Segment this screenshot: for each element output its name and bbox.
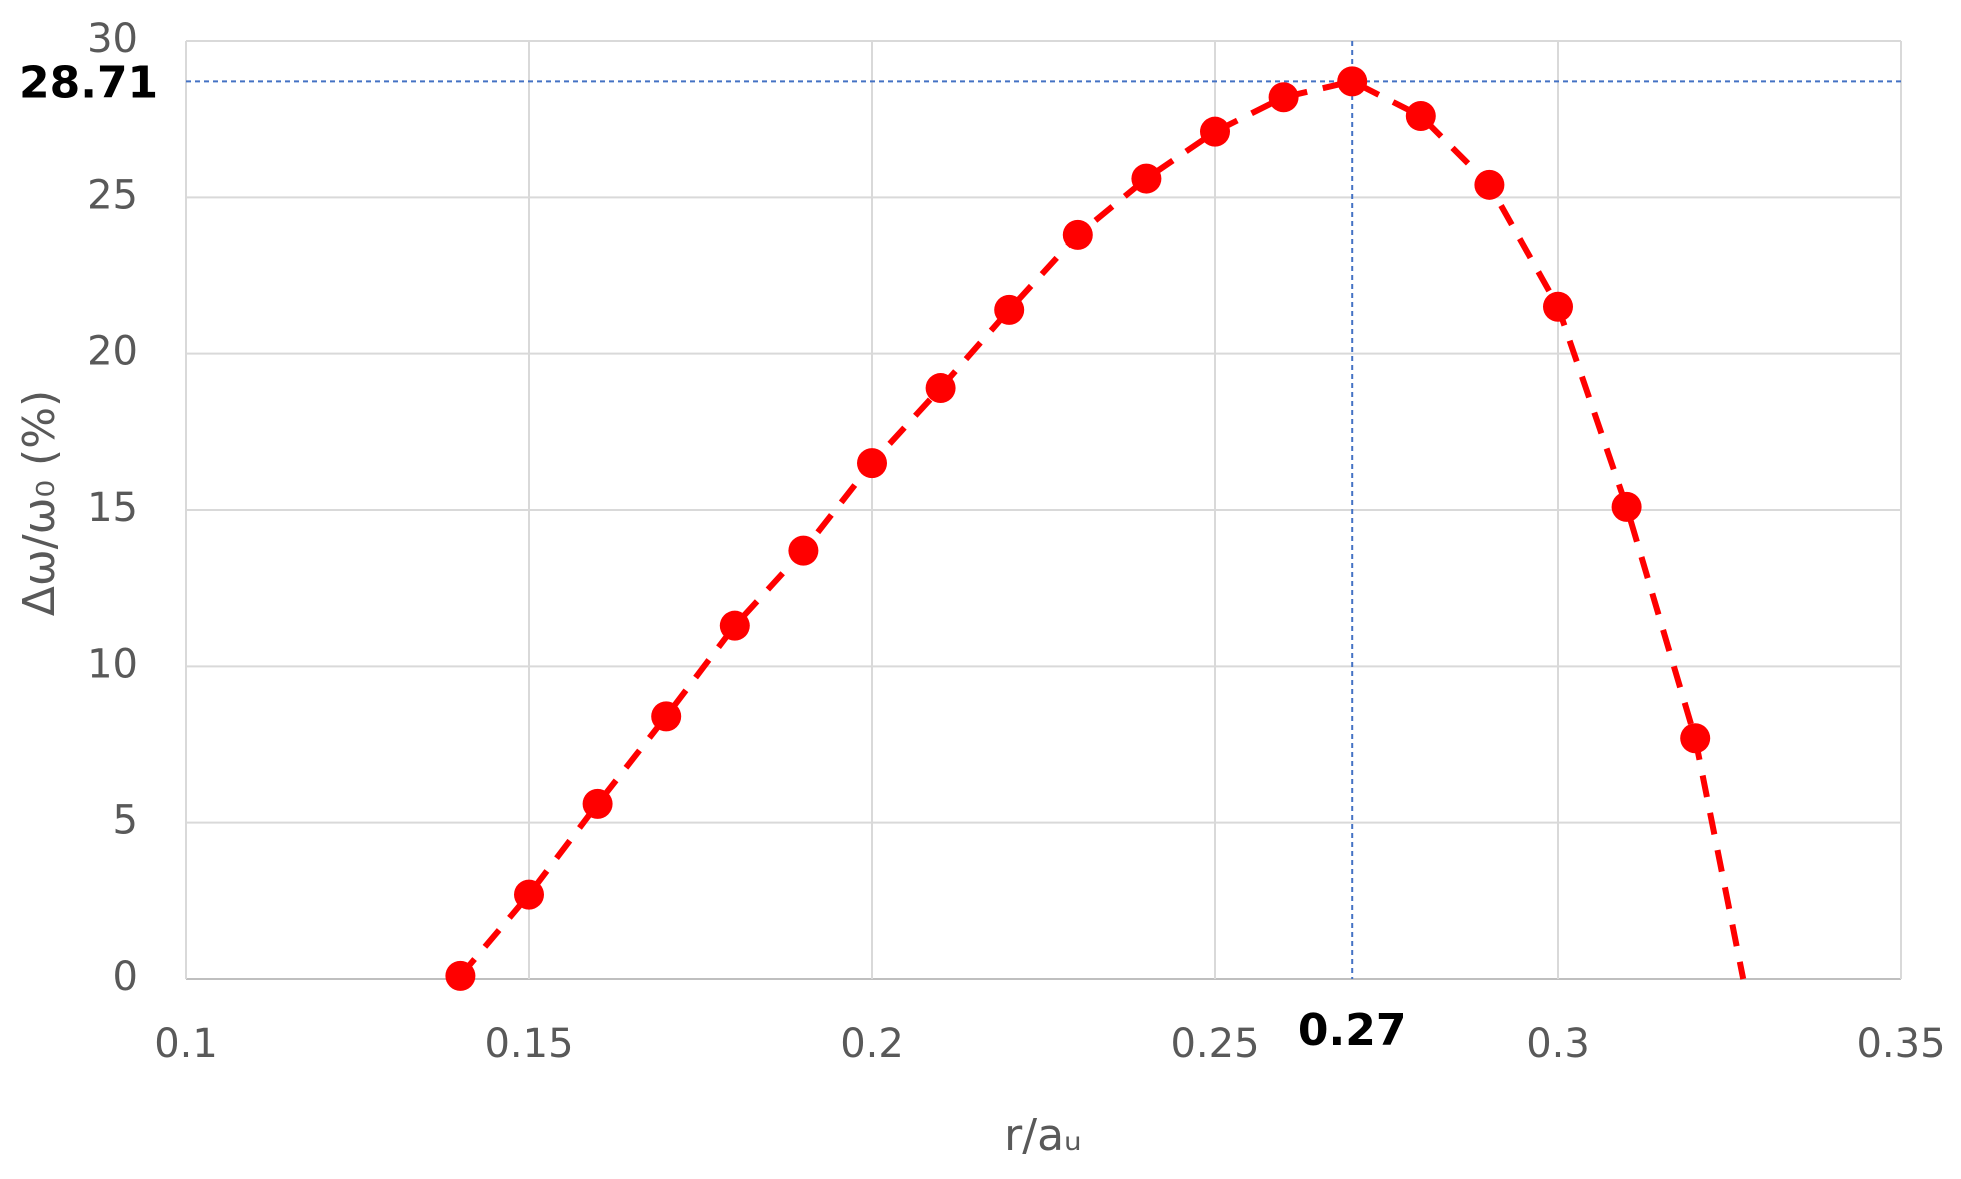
data-line bbox=[458, 78, 1699, 978]
x-tick-label: 0.15 bbox=[484, 1021, 573, 1067]
data-point bbox=[925, 373, 956, 404]
data-point bbox=[1474, 169, 1505, 200]
y-tick-label: 10 bbox=[87, 641, 138, 687]
x-tick-label: 0.35 bbox=[1856, 1021, 1945, 1067]
x-tick-label: 0.1 bbox=[154, 1021, 218, 1067]
x-tick-label: 0.3 bbox=[1526, 1021, 1590, 1067]
x-tick-label: 0.25 bbox=[1170, 1021, 1259, 1067]
data-point bbox=[1268, 82, 1299, 113]
data-point bbox=[788, 535, 819, 566]
data-point bbox=[1611, 491, 1642, 522]
x-axis-title: r/aᵤ bbox=[1004, 1110, 1082, 1161]
y-tick-label: 20 bbox=[87, 329, 138, 375]
reference-label: 0.27 bbox=[1298, 1005, 1407, 1056]
y-tick-label: 15 bbox=[87, 485, 138, 531]
y-tick-label: 30 bbox=[87, 16, 138, 62]
data-point bbox=[994, 294, 1025, 325]
data-point bbox=[1062, 219, 1093, 250]
data-point bbox=[1200, 116, 1230, 147]
y-tick-label: 0 bbox=[113, 954, 138, 1000]
data-point bbox=[1337, 66, 1368, 97]
data-point bbox=[445, 960, 476, 991]
y-tick-label: 5 bbox=[113, 798, 138, 844]
x-tick-label: 0.2 bbox=[840, 1021, 904, 1067]
reference-label: 28.71 bbox=[19, 57, 158, 108]
data-point bbox=[582, 788, 613, 819]
data-point bbox=[1405, 101, 1436, 132]
data-line bbox=[1692, 737, 1747, 980]
data-point bbox=[651, 701, 682, 732]
data-point bbox=[857, 448, 887, 479]
data-point bbox=[1131, 163, 1162, 194]
data-point bbox=[719, 610, 750, 641]
data-point bbox=[514, 879, 544, 910]
y-tick-label: 25 bbox=[87, 172, 138, 218]
y-axis-title: Δω/ω₀ (%) bbox=[14, 390, 65, 616]
data-point bbox=[1543, 291, 1573, 322]
